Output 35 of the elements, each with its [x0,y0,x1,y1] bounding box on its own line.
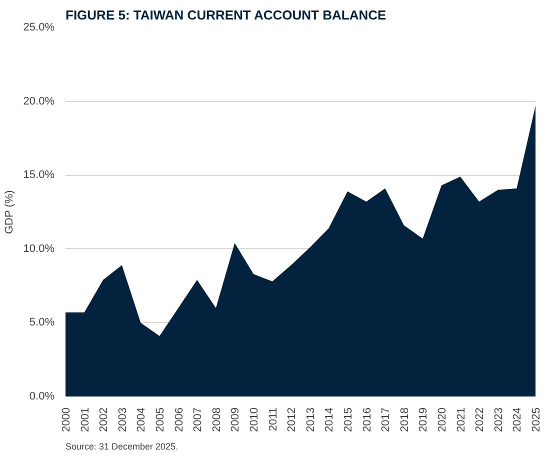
x-tick-label: 2007 [192,407,204,432]
y-tick-label: 10.0% [23,242,55,255]
y-axis-title: GDP (%) [3,190,16,234]
x-tick-label: 2016 [361,407,374,432]
x-tick-label: 2015 [342,407,354,432]
x-tick-label: 2018 [398,407,411,432]
x-tick-label: 2020 [436,407,448,432]
x-tick-label: 2019 [418,407,430,432]
x-tick-label: 2000 [60,407,72,432]
x-tick-label: 2017 [380,407,392,432]
source-note: Source: 31 December 2025. [66,442,178,452]
x-tick-label: 2009 [230,407,242,432]
x-tick-label: 2012 [286,407,298,432]
x-tick-label: 2021 [455,407,468,432]
y-tick-label: 25.0% [23,22,55,34]
x-tick-label: 2010 [248,407,260,432]
x-tick-label: 2004 [136,407,148,432]
x-tick-label: 2006 [173,407,186,432]
x-tick-label: 2024 [512,407,524,432]
y-tick-label: 5.0% [29,316,55,329]
x-tick-label: 2003 [116,407,129,432]
x-tick-label: 2002 [98,407,110,432]
x-tick-label: 2011 [267,408,280,432]
x-tick-label: 2014 [324,407,336,432]
x-tick-label: 2008 [210,407,223,432]
x-tick-label: 2005 [154,407,166,432]
y-tick-label: 15.0% [23,169,55,182]
x-tick-label: 2013 [304,407,317,432]
y-tick-label: 20.0% [23,95,55,108]
x-tick-label: 2001 [79,407,92,432]
x-tick-label: 2022 [474,407,486,432]
y-tick-label: 0.0% [29,390,55,402]
chart-title: FIGURE 5: TAIWAN CURRENT ACCOUNT BALANCE [66,8,386,22]
x-tick-label: 2023 [492,407,505,432]
x-tick-label: 2025 [530,407,542,432]
